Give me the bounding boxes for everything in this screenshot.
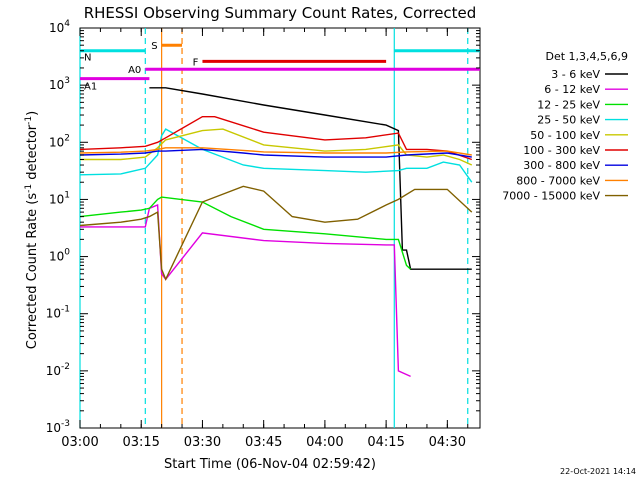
- legend: Det 1,3,4,5,6,9 3 - 6 keV 6 - 12 keV 12 - …: [502, 50, 628, 203]
- series-line: [80, 203, 411, 378]
- legend-label: 12 - 25 keV: [537, 98, 600, 111]
- y-tick-label: 101: [49, 190, 70, 206]
- legend-label: 100 - 300 keV: [523, 144, 600, 157]
- attenuator-bars: S N F A0 A1: [80, 41, 480, 93]
- legend-title: Det 1,3,4,5,6,9: [545, 50, 628, 63]
- legend-label: 25 - 50 keV: [537, 114, 600, 127]
- series-line: [79, 147, 472, 156]
- x-axis-label: Start Time (06-Nov-04 02:59:42): [164, 457, 376, 472]
- series-line: [79, 196, 412, 270]
- series-line: [79, 148, 472, 158]
- plot-frame: [79, 27, 481, 429]
- legend-label: 800 - 7000 keV: [516, 174, 600, 187]
- series-line: [79, 185, 473, 282]
- series-layer: [79, 87, 473, 378]
- legend-label: 50 - 100 keV: [530, 129, 600, 142]
- y-tick-label: 103: [49, 76, 70, 92]
- vertical-markers: [79, 28, 469, 428]
- footer-timestamp: 22-Oct-2021 14:14: [560, 467, 636, 476]
- state-bar-label: N: [84, 53, 91, 64]
- legend-label: 7000 - 15000 keV: [502, 190, 600, 203]
- state-bar-label: A1: [84, 82, 97, 93]
- plot-border: [79, 27, 481, 429]
- legend-label: 3 - 6 keV: [551, 68, 600, 81]
- y-tick-label: 10-1: [46, 305, 70, 321]
- y-tick-label: 10-3: [46, 419, 70, 435]
- chart-title: RHESSI Observing Summary Count Rates, Co…: [84, 4, 477, 22]
- y-tick-label: 100: [49, 248, 70, 264]
- legend-label: 6 - 12 keV: [544, 83, 600, 96]
- x-tick-label: 03:30: [184, 435, 221, 450]
- state-bar-label: F: [193, 57, 199, 68]
- x-axis-ticks: 03:00 03:15 03:30 03:45 04:00 04:15 04:30: [61, 28, 469, 450]
- y-axis-label: Corrected Count Rate (s-1 detector-1): [24, 111, 40, 349]
- x-tick-label: 04:00: [306, 435, 343, 450]
- state-bar-label: A0: [128, 65, 141, 76]
- series-line: [79, 115, 473, 161]
- x-tick-label: 04:30: [429, 435, 466, 450]
- series-line: [149, 87, 472, 270]
- x-tick-label: 03:45: [245, 435, 282, 450]
- y-tick-label: 104: [49, 19, 70, 35]
- x-tick-label: 04:15: [367, 435, 404, 450]
- y-tick-label: 102: [49, 133, 70, 149]
- x-tick-label: 03:00: [61, 435, 98, 450]
- state-bar-label: S: [151, 41, 157, 52]
- y-tick-label: 10-2: [46, 362, 70, 378]
- y-axis-ticks: 10-3 10-2 10-1 100 101 102 103 104: [46, 19, 480, 435]
- legend-label: 300 - 800 keV: [523, 159, 600, 172]
- series-line: [79, 128, 473, 183]
- x-tick-label: 03:15: [122, 435, 159, 450]
